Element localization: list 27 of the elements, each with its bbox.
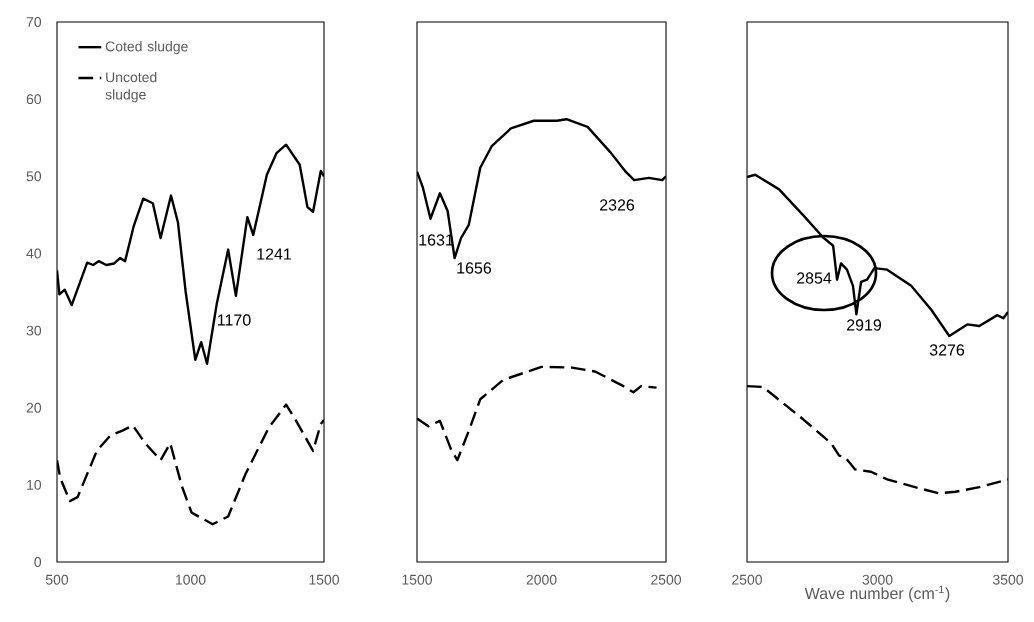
y-tick-label: 40 [26, 248, 42, 259]
annotation: 3276 [929, 344, 965, 356]
annotation: 1656 [457, 262, 492, 274]
x-tick-label: 1000 [176, 574, 206, 585]
y-tick-label: 0 [34, 557, 42, 567]
annotation: 1170 [218, 314, 251, 326]
x-tick-label: 1500 [402, 574, 433, 585]
annotation: 2919 [847, 319, 882, 331]
x-tick-label: 2000 [526, 574, 557, 585]
annotation: 2326 [600, 199, 635, 211]
y-tick-label: 20 [26, 402, 42, 413]
y-tick-label: 50 [26, 171, 42, 182]
x-tick-label: 500 [45, 574, 69, 585]
x-axis-title: Wave number (cm$^{-1}$) [804, 585, 950, 603]
y-tick-label: 30 [26, 325, 42, 336]
x-tick-label: 1500 [309, 574, 340, 585]
legend-label: Uncoted sludge [105, 71, 157, 103]
x-tick-label: 2500 [651, 574, 682, 585]
x-tick-label: 3500 [992, 574, 1024, 585]
y-tick-label: 10 [27, 479, 42, 490]
y-tick-label: 60 [26, 94, 42, 105]
annotation: 2854 [797, 272, 832, 284]
y-tick-label: 70 [26, 17, 42, 27]
x-tick-label: 3000 [862, 574, 893, 585]
x-tick-label: 2500 [732, 574, 763, 585]
legend-label: Coted sludge [105, 41, 188, 55]
annotation: 1241 [257, 248, 291, 260]
